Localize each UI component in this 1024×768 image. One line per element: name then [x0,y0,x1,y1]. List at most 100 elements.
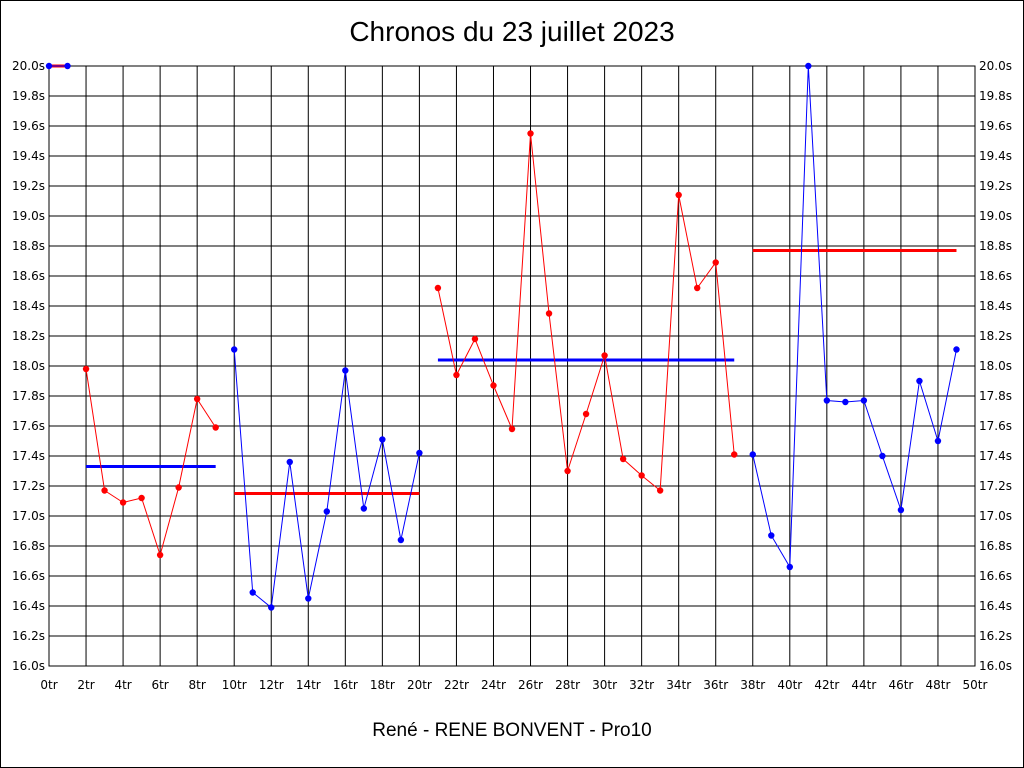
data-point [268,604,275,611]
data-point [656,487,664,494]
data-point [823,397,831,404]
data-point [694,284,701,292]
y-tick-label-left: 16.6s [12,569,45,583]
y-tick-label-right: 19.6s [979,119,1012,133]
data-point [64,62,71,70]
y-tick-label-right: 19.0s [979,209,1012,223]
y-tick-label-left: 19.2s [12,179,45,193]
data-point [619,455,627,463]
data-point [119,499,127,506]
data-point [545,310,553,317]
x-tick-label: 10tr [222,678,247,692]
x-tick-label: 24tr [481,678,506,692]
y-tick-label-right: 16.4s [979,599,1012,613]
y-tick-label-right: 16.2s [979,629,1012,643]
y-axis-left: 16.0s 16.2s 16.4s 16.6s 16.8s 17.0s 17.2s 17.4s… [12,59,45,673]
y-tick-label-right: 17.8s [979,389,1012,403]
y-tick-label-left: 19.8s [12,89,45,103]
x-tick-label: 8tr [189,678,206,692]
y-tick-label-left: 19.0s [12,209,45,223]
x-tick-label: 2tr [77,678,94,692]
data-point [934,437,942,445]
data-point [601,352,608,359]
y-tick-label-right: 18.4s [979,299,1012,313]
x-tick-label: 44tr [851,678,876,692]
y-tick-label-left: 17.4s [12,449,45,463]
data-point [490,382,497,389]
data-point [953,346,960,353]
y-tick-label-right: 16.8s [979,539,1012,553]
data-point [508,425,516,433]
y-tick-label-right: 20.0s [979,59,1012,73]
y-tick-label-left: 17.2s [12,479,45,493]
average-lines [49,64,957,495]
x-tick-label: 0tr [40,678,57,692]
y-tick-label-left: 18.4s [12,299,45,313]
x-tick-label: 22tr [444,678,469,692]
data-point [471,335,479,343]
series-lines [45,62,960,611]
data-point [453,371,460,379]
data-point [842,398,849,406]
data-point [175,484,182,491]
y-tick-label-left: 18.2s [12,329,45,343]
y-tick-label-right: 18.6s [979,269,1012,283]
x-tick-label: 4tr [114,678,131,692]
x-tick-label: 38tr [740,678,765,692]
x-tick-label: 34tr [666,678,691,692]
y-tick-label-right: 17.0s [979,509,1012,523]
y-tick-label-left: 19.6s [12,119,45,133]
data-point [768,532,775,539]
x-tick-label: 6tr [151,678,168,692]
x-tick-label: 50tr [963,678,988,692]
data-point [879,452,886,460]
x-tick-label: 16tr [333,678,358,692]
data-point [286,458,293,466]
data-point [360,505,368,512]
series-line [85,368,217,557]
y-tick-label-left: 20.0s [12,59,45,73]
data-point [231,346,238,353]
y-tick-label-left: 16.8s [12,539,45,553]
data-point [712,259,719,266]
data-point [305,595,312,602]
y-tick-label-left: 17.6s [12,419,45,433]
data-point [897,506,905,514]
y-tick-label-right: 19.8s [979,89,1012,103]
y-axis-right: 16.0s 16.2s 16.4s 16.6s 16.8s 17.0s 17.2s 17.4s… [979,59,1012,673]
data-point [323,508,330,515]
data-point [156,551,164,559]
chart-title: Chronos du 23 juillet 2023 [349,16,675,47]
data-point [249,589,256,596]
y-tick-label-left: 18.6s [12,269,45,283]
x-tick-label: 12tr [259,678,284,692]
data-point [860,397,868,404]
grid [48,65,976,667]
data-point [434,284,442,292]
y-tick-label-left: 17.8s [12,389,45,403]
data-point [527,130,534,137]
x-tick-label: 20tr [407,678,432,692]
x-tick-label: 42tr [814,678,839,692]
y-tick-label-left: 19.4s [12,149,45,163]
data-point [397,536,405,544]
y-tick-label-right: 16.6s [979,569,1012,583]
data-point [731,451,738,458]
x-axis: 0tr 2tr 4tr 6tr 8tr 10tr 12tr 14tr 16tr 18tr 20tr 2… [40,678,987,692]
x-tick-label: 46tr [888,678,913,692]
y-tick-label-left: 16.0s [12,659,45,673]
y-tick-label-right: 18.0s [979,359,1012,373]
x-tick-label: 48tr [925,678,950,692]
data-point [749,451,756,458]
y-tick-label-left: 16.4s [12,599,45,613]
y-tick-label-right: 17.2s [979,479,1012,493]
y-tick-label-right: 18.8s [979,239,1012,253]
data-point [82,365,90,373]
y-tick-label-right: 17.6s [979,419,1012,433]
y-tick-label-right: 19.2s [979,179,1012,193]
series-line [752,65,957,569]
y-tick-label-right: 19.4s [979,149,1012,163]
y-tick-label-right: 17.4s [979,449,1012,463]
y-tick-label-right: 18.2s [979,329,1012,343]
